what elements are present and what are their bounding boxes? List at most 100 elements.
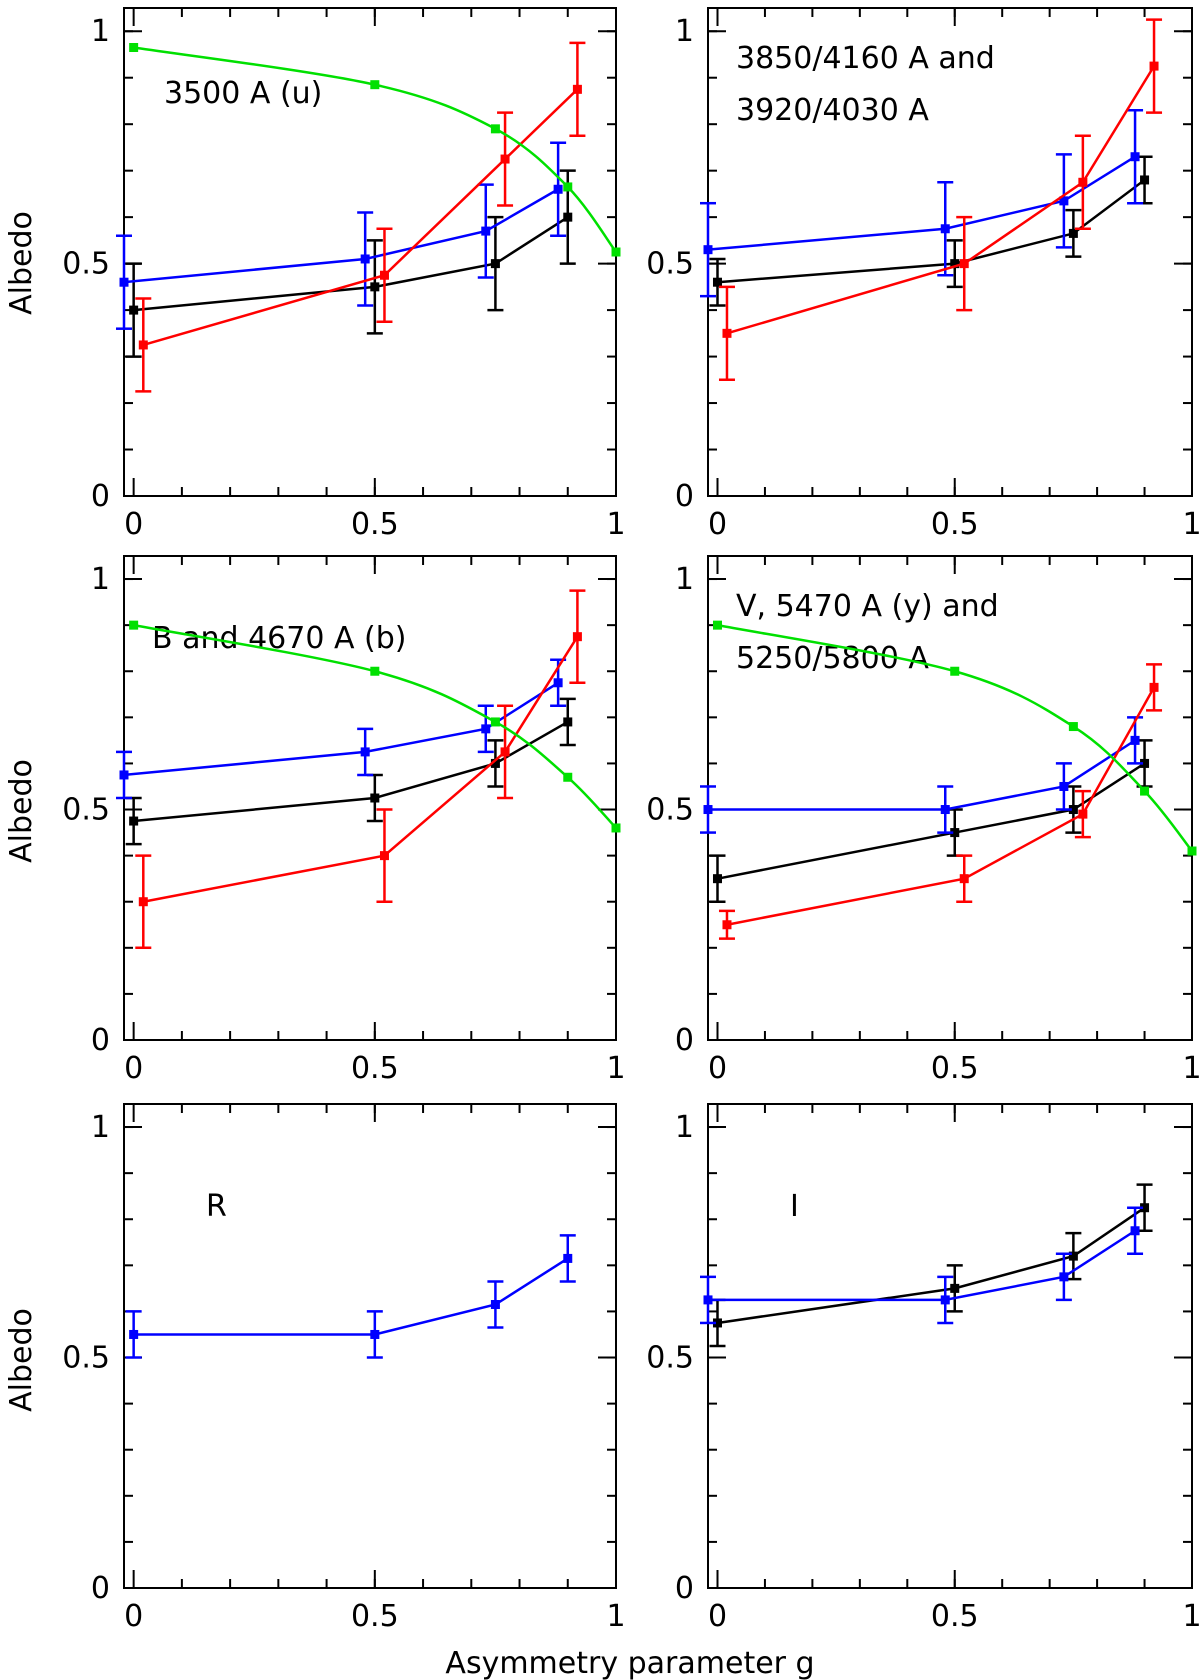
data-point-red bbox=[572, 84, 582, 94]
data-point-blue bbox=[481, 226, 491, 236]
series-line-red bbox=[142, 88, 579, 347]
y-tick-label: 1 bbox=[91, 1110, 110, 1145]
data-point-red bbox=[1078, 177, 1088, 187]
data-point-blue bbox=[481, 724, 491, 734]
data-point-red bbox=[1149, 61, 1159, 71]
panel-2: 0 0.5 1 0 0.5 1 3850/4160 A and 3920/4030 A bbox=[646, 7, 1200, 542]
data-point-red bbox=[722, 920, 732, 930]
data-point-blue bbox=[703, 245, 713, 255]
data-point-blue bbox=[940, 224, 950, 234]
data-point-blue bbox=[370, 1329, 380, 1339]
x-tick-label: 1 bbox=[1182, 1051, 1200, 1086]
series-line-blue bbox=[123, 188, 559, 284]
data-point-blue bbox=[940, 805, 950, 815]
data-point-black bbox=[950, 1283, 960, 1293]
data-point-green bbox=[129, 43, 139, 53]
series-line-black bbox=[717, 178, 1146, 284]
data-point-black bbox=[1140, 758, 1150, 768]
series-line-blue bbox=[707, 155, 1136, 251]
data-point-blue bbox=[553, 184, 563, 194]
data-point-black bbox=[1140, 175, 1150, 185]
y-tick-label: 0 bbox=[91, 479, 110, 514]
series-line-green bbox=[133, 623, 617, 829]
data-point-red bbox=[379, 851, 389, 861]
panel-title-line: I bbox=[790, 1189, 799, 1224]
y-tick-label: 0.5 bbox=[62, 1341, 110, 1376]
panel-title-line: 3850/4160 A and bbox=[736, 41, 995, 76]
y-tick-label: 0.5 bbox=[62, 793, 110, 828]
x-tick-label: 0.5 bbox=[351, 1599, 399, 1634]
panel-title-line: 3920/4030 A bbox=[736, 93, 929, 128]
series-line-red bbox=[143, 636, 579, 903]
data-point-green bbox=[611, 247, 621, 257]
series-line-green bbox=[133, 46, 618, 253]
series-line-red bbox=[726, 65, 1156, 335]
data-point-red bbox=[500, 747, 510, 757]
panel-title-line: V, 5470 A (y) and bbox=[736, 589, 999, 624]
y-tick-label: 1 bbox=[91, 14, 110, 49]
y-tick-label: 0 bbox=[91, 1023, 110, 1058]
data-point-green bbox=[370, 666, 380, 676]
panel-title-line: 3500 A (u) bbox=[164, 76, 322, 111]
data-point-black bbox=[950, 259, 960, 269]
y-tick-label: 1 bbox=[675, 14, 694, 49]
data-point-red bbox=[138, 897, 148, 907]
series-line-black bbox=[133, 720, 569, 823]
data-point-black bbox=[563, 212, 573, 222]
y-axis-title-row-2: Albedo bbox=[4, 759, 39, 863]
data-point-black bbox=[1068, 228, 1078, 238]
data-point-black bbox=[1068, 805, 1078, 815]
plot-frame bbox=[123, 1103, 617, 1589]
data-point-black bbox=[1140, 1203, 1150, 1213]
data-point-green bbox=[490, 717, 500, 727]
data-point-green bbox=[563, 772, 573, 782]
x-tick-label: 1 bbox=[606, 507, 625, 542]
y-tick-label: 1 bbox=[675, 562, 694, 597]
panel-5: 0 0.5 1 0 0.5 1 R bbox=[62, 1103, 626, 1634]
y-axis-title-row-1: Albedo bbox=[4, 211, 39, 315]
data-point-red bbox=[572, 632, 582, 642]
x-tick-label: 1 bbox=[1182, 507, 1200, 542]
data-point-black bbox=[129, 816, 139, 826]
data-point-black bbox=[563, 717, 573, 727]
series-line-blue bbox=[133, 1257, 569, 1336]
y-tick-label: 0.5 bbox=[646, 1341, 694, 1376]
data-point-black bbox=[712, 277, 722, 287]
y-tick-label: 0.5 bbox=[646, 793, 694, 828]
x-tick-label: 0 bbox=[708, 1599, 727, 1634]
y-tick-label: 0.5 bbox=[646, 247, 694, 282]
data-point-blue bbox=[563, 1253, 573, 1263]
panel-1: 0 0.5 1 0 0.5 1 3500 A (u) bbox=[62, 7, 626, 542]
y-tick-label: 0.5 bbox=[62, 247, 110, 282]
y-tick-label: 0 bbox=[675, 479, 694, 514]
data-point-green bbox=[1068, 722, 1078, 732]
y-tick-label: 1 bbox=[91, 562, 110, 597]
data-point-blue bbox=[119, 277, 129, 287]
y-axis-title-row-3: Albedo bbox=[4, 1308, 39, 1412]
data-point-green bbox=[370, 80, 380, 90]
x-tick-label: 0.5 bbox=[931, 1599, 979, 1634]
data-point-black bbox=[950, 828, 960, 838]
data-point-red bbox=[959, 874, 969, 884]
plot-frame bbox=[707, 1103, 1193, 1589]
data-point-red bbox=[138, 340, 148, 350]
panel-title-line: R bbox=[206, 1189, 227, 1224]
data-point-green bbox=[563, 182, 573, 192]
series-line-blue bbox=[123, 681, 559, 777]
data-point-blue bbox=[1130, 152, 1140, 162]
data-point-blue bbox=[1059, 196, 1069, 206]
x-axis-title: Asymmetry parameter g bbox=[445, 1646, 814, 1680]
series-line-green bbox=[717, 623, 1193, 852]
x-tick-label: 0 bbox=[124, 507, 143, 542]
data-point-green bbox=[950, 666, 960, 676]
data-point-blue bbox=[940, 1295, 950, 1305]
data-point-green bbox=[1187, 846, 1197, 856]
x-tick-label: 1 bbox=[1182, 1599, 1200, 1634]
data-point-black bbox=[490, 259, 500, 269]
panel-3: 0 0.5 100.51B and 4670 A (b) bbox=[62, 555, 626, 1086]
x-tick-label: 0 bbox=[708, 1051, 727, 1086]
data-point-blue bbox=[360, 747, 370, 757]
data-point-blue bbox=[490, 1300, 500, 1310]
data-point-blue bbox=[1130, 735, 1140, 745]
